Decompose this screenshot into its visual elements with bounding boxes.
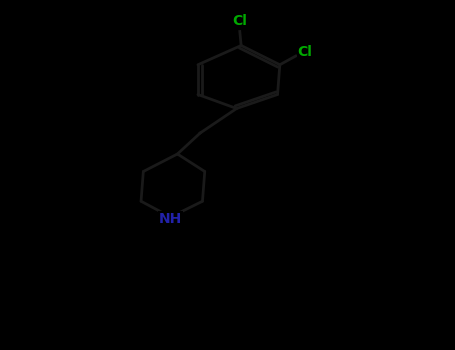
Text: Cl: Cl [298, 46, 312, 60]
Text: NH: NH [159, 212, 182, 226]
Text: Cl: Cl [233, 14, 247, 28]
